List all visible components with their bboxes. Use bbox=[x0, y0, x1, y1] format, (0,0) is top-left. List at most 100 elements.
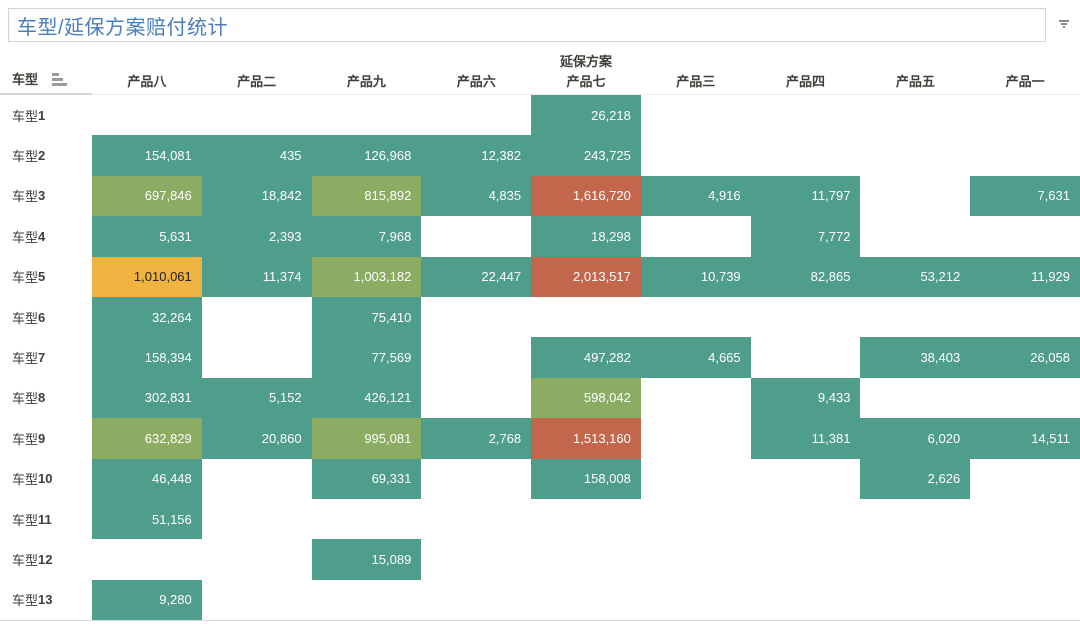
heatmap-cell[interactable]: 4,665 bbox=[640, 337, 751, 378]
row-label[interactable]: 车型 6 bbox=[12, 309, 46, 326]
heatmap-cell[interactable]: 2,768 bbox=[421, 418, 532, 459]
empty-cell bbox=[312, 499, 422, 539]
heatmap-cell[interactable]: 11,374 bbox=[201, 256, 312, 297]
empty-cell bbox=[531, 499, 641, 539]
empty-cell bbox=[860, 176, 970, 216]
heatmap-cell[interactable]: 9,433 bbox=[750, 377, 861, 419]
empty-cell bbox=[421, 499, 531, 539]
empty-cell bbox=[421, 297, 531, 337]
heatmap-cell[interactable]: 75,410 bbox=[311, 296, 422, 338]
heatmap-cell[interactable]: 18,298 bbox=[531, 216, 641, 257]
row-label[interactable]: 车型 12 bbox=[12, 551, 53, 568]
empty-cell bbox=[531, 539, 641, 579]
heatmap-cell[interactable]: 14,511 bbox=[970, 418, 1080, 459]
heatmap-cell[interactable]: 11,381 bbox=[750, 418, 861, 459]
heatmap-cell[interactable]: 2,013,517 bbox=[531, 256, 641, 297]
heatmap-cell[interactable]: 7,631 bbox=[970, 175, 1080, 217]
row-label[interactable]: 车型 11 bbox=[12, 511, 52, 528]
heatmap-cell[interactable]: 11,929 bbox=[970, 256, 1080, 297]
heatmap-cell[interactable]: 46,448 bbox=[92, 458, 202, 499]
row-label[interactable]: 车型 10 bbox=[12, 471, 53, 488]
dropdown-caret-icon[interactable] bbox=[1058, 20, 1070, 30]
heatmap-cell[interactable]: 302,831 bbox=[92, 377, 202, 419]
row-label[interactable]: 车型 8 bbox=[12, 390, 46, 407]
heatmap-cell[interactable]: 5,152 bbox=[201, 377, 312, 419]
row-label[interactable]: 车型 13 bbox=[12, 592, 53, 609]
empty-cell bbox=[92, 95, 202, 135]
empty-cell bbox=[860, 297, 970, 337]
heatmap-cell[interactable]: 995,081 bbox=[311, 418, 422, 459]
empty-cell bbox=[421, 378, 531, 418]
heatmap-cell[interactable]: 1,003,182 bbox=[311, 256, 422, 297]
row-dimension-cell: 车型 bbox=[0, 68, 92, 95]
heatmap-cell[interactable]: 6,020 bbox=[860, 418, 971, 459]
heatmap-cell[interactable]: 598,042 bbox=[531, 377, 641, 419]
heatmap-cell[interactable]: 77,569 bbox=[311, 337, 422, 378]
empty-cell bbox=[421, 539, 531, 579]
column-header-area: 延保方案 车型 产品八 产品二 产品九 产品六 产品七 产品三 产品四 产品五 产品一 bbox=[0, 48, 1080, 95]
heatmap-cell[interactable]: 26,058 bbox=[970, 337, 1080, 378]
sort-icon[interactable] bbox=[52, 73, 68, 86]
heatmap-cell[interactable]: 2,626 bbox=[860, 458, 971, 499]
heatmap-cell[interactable]: 38,403 bbox=[860, 337, 971, 378]
heatmap-cell[interactable]: 1,010,061 bbox=[92, 256, 202, 297]
heatmap-cell[interactable]: 82,865 bbox=[750, 256, 861, 297]
heatmap-cell[interactable]: 22,447 bbox=[421, 256, 532, 297]
row-label[interactable]: 车型 4 bbox=[12, 228, 46, 245]
heatmap-cell[interactable]: 11,797 bbox=[750, 175, 861, 217]
heatmap-cell[interactable]: 12,382 bbox=[421, 135, 532, 176]
heatmap-cell[interactable]: 69,331 bbox=[311, 458, 422, 499]
heatmap-cell[interactable]: 26,218 bbox=[531, 95, 641, 136]
heatmap-cell[interactable]: 7,968 bbox=[311, 216, 422, 257]
heatmap-cell[interactable]: 5,631 bbox=[92, 216, 202, 257]
column-header[interactable]: 产品二 bbox=[237, 74, 277, 89]
column-header[interactable]: 产品八 bbox=[127, 74, 167, 89]
heatmap-cell[interactable]: 51,156 bbox=[92, 498, 202, 540]
heatmap-cell[interactable]: 426,121 bbox=[311, 377, 422, 419]
heatmap-cell[interactable]: 4,916 bbox=[640, 175, 751, 217]
heatmap-cell[interactable]: 20,860 bbox=[201, 418, 312, 459]
row-label[interactable]: 车型 7 bbox=[12, 350, 46, 367]
heatmap-cell[interactable]: 1,513,160 bbox=[531, 418, 641, 459]
heatmap-cell[interactable]: 4,835 bbox=[421, 175, 532, 217]
heatmap-cell[interactable]: 53,212 bbox=[860, 256, 971, 297]
heatmap-cell[interactable]: 158,394 bbox=[92, 337, 202, 378]
row-label[interactable]: 车型 9 bbox=[12, 430, 46, 447]
empty-cell bbox=[641, 216, 751, 256]
empty-cell bbox=[751, 135, 861, 175]
row-label[interactable]: 车型 1 bbox=[12, 107, 46, 124]
heatmap-cell[interactable]: 10,739 bbox=[640, 256, 751, 297]
heatmap-cell[interactable]: 126,968 bbox=[311, 135, 422, 176]
column-header[interactable]: 产品六 bbox=[456, 74, 496, 89]
empty-cell bbox=[751, 337, 861, 377]
heatmap-cell[interactable]: 9,280 bbox=[92, 579, 202, 621]
empty-cell bbox=[751, 499, 861, 539]
heatmap-cell[interactable]: 32,264 bbox=[92, 296, 202, 338]
heatmap-cell[interactable]: 435 bbox=[201, 135, 312, 176]
heatmap-cell[interactable]: 815,892 bbox=[311, 175, 422, 217]
heatmap-cell[interactable]: 497,282 bbox=[531, 337, 641, 378]
column-header[interactable]: 产品七 bbox=[566, 74, 606, 89]
heatmap-cell[interactable]: 7,772 bbox=[750, 216, 861, 257]
empty-cell bbox=[970, 297, 1080, 337]
empty-cell bbox=[641, 459, 751, 499]
heatmap-cell[interactable]: 2,393 bbox=[201, 216, 312, 257]
row-label[interactable]: 车型 2 bbox=[12, 148, 46, 165]
column-header[interactable]: 产品五 bbox=[895, 74, 935, 89]
column-header[interactable]: 产品九 bbox=[346, 74, 386, 89]
heatmap-cell[interactable]: 1,616,720 bbox=[531, 175, 641, 217]
heatmap-cell[interactable]: 243,725 bbox=[531, 135, 641, 176]
column-header[interactable]: 产品四 bbox=[786, 74, 826, 89]
heatmap-cell[interactable]: 18,842 bbox=[201, 175, 312, 217]
heatmap-cell[interactable]: 158,008 bbox=[531, 458, 641, 499]
column-header[interactable]: 产品三 bbox=[676, 74, 716, 89]
column-header[interactable]: 产品一 bbox=[1005, 74, 1045, 89]
row-label[interactable]: 车型 3 bbox=[12, 188, 46, 205]
heatmap-cell[interactable]: 15,089 bbox=[311, 539, 422, 580]
heatmap-cell[interactable]: 632,829 bbox=[92, 418, 202, 459]
row-label[interactable]: 车型 5 bbox=[12, 269, 46, 286]
heatmap-cell[interactable]: 697,846 bbox=[92, 175, 202, 217]
empty-cell bbox=[860, 539, 970, 579]
heatmap-cell[interactable]: 154,081 bbox=[92, 135, 202, 176]
